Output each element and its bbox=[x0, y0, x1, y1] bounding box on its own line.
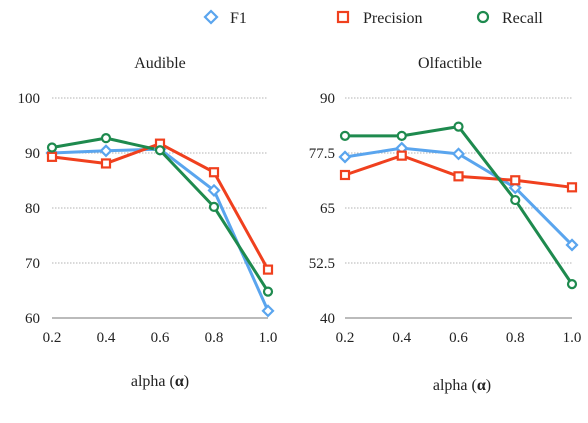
x-axis-label-paren-open: ( bbox=[468, 377, 477, 394]
data-point-f1 bbox=[565, 238, 579, 252]
y-tick-label: 90 bbox=[320, 91, 335, 107]
y-tick-label: 90 bbox=[25, 146, 40, 162]
data-point-precision bbox=[396, 150, 407, 161]
panel-title: Audible bbox=[134, 55, 186, 72]
legend-label: Precision bbox=[363, 10, 423, 27]
x-tick-label: 1.0 bbox=[563, 330, 582, 346]
data-point-f1 bbox=[338, 150, 352, 164]
data-point-f1 bbox=[99, 144, 113, 158]
data-point-f1 bbox=[207, 183, 221, 197]
data-point-precision bbox=[453, 171, 464, 182]
x-tick-label: 0.2 bbox=[43, 330, 62, 346]
x-axis-label-paren-close: ) bbox=[184, 373, 189, 390]
data-point-recall bbox=[453, 121, 464, 132]
x-axis-label: alpha (α) bbox=[131, 373, 189, 390]
data-point-recall bbox=[510, 194, 521, 206]
data-point-recall bbox=[339, 130, 351, 141]
y-tick-label: 60 bbox=[25, 311, 40, 327]
panel-title: Olfactible bbox=[418, 55, 482, 72]
data-point-precision bbox=[100, 158, 112, 169]
y-tick-label: 70 bbox=[25, 256, 40, 272]
y-tick-label: 80 bbox=[25, 201, 40, 217]
data-point-recall bbox=[154, 145, 166, 156]
legend-circle-icon bbox=[476, 10, 490, 24]
series-line-f1 bbox=[51, 147, 270, 312]
series-line-precision bbox=[51, 142, 270, 271]
chart-panel-audible: Audible 60 70 80 90 100 0.2 0.4 0.6 0.8 1.0 alpha (… bbox=[18, 55, 278, 390]
legend-label: F1 bbox=[230, 10, 247, 27]
x-axis-label-text: alpha bbox=[131, 373, 166, 390]
data-point-precision bbox=[262, 264, 274, 275]
data-point-recall bbox=[396, 130, 407, 141]
data-point-recall bbox=[262, 286, 274, 297]
data-point-f1 bbox=[261, 304, 275, 318]
x-tick-label: 1.0 bbox=[259, 330, 278, 346]
y-tick-label: 100 bbox=[18, 91, 41, 107]
data-point-recall bbox=[566, 279, 578, 290]
x-axis-label-paren-open: ( bbox=[166, 373, 175, 390]
y-tick-label: 40 bbox=[320, 311, 335, 327]
x-tick-label: 0.4 bbox=[392, 330, 411, 346]
data-point-f1 bbox=[451, 147, 466, 161]
y-tick-label: 65 bbox=[320, 201, 335, 217]
legend-square-icon bbox=[336, 10, 350, 24]
data-point-precision bbox=[566, 182, 578, 193]
x-tick-label: 0.8 bbox=[205, 330, 224, 346]
y-tick-label: 52.5 bbox=[309, 256, 335, 272]
x-axis-label: alpha (α) bbox=[433, 377, 491, 394]
data-point-recall bbox=[46, 142, 58, 153]
x-axis-label-paren-close: ) bbox=[486, 377, 491, 394]
data-point-recall bbox=[100, 133, 112, 144]
chart-panel-olfactible: Olfactible 40 52.5 65 77.5 90 0.2 0.4 0.6 0.8 1.0 a… bbox=[309, 55, 582, 394]
x-tick-label: 0.6 bbox=[449, 330, 468, 346]
x-axis-label-text: alpha bbox=[433, 377, 468, 394]
x-tick-label: 0.8 bbox=[506, 330, 525, 346]
legend-diamond-icon bbox=[203, 9, 219, 25]
data-point-precision bbox=[339, 169, 351, 181]
x-tick-label: 0.4 bbox=[97, 330, 116, 346]
x-axis-label-symbol: α bbox=[175, 373, 184, 390]
data-point-precision bbox=[208, 167, 220, 178]
y-tick-label: 77.5 bbox=[309, 146, 335, 162]
legend: F1 Precision Recall bbox=[203, 9, 543, 27]
x-tick-label: 0.6 bbox=[151, 330, 170, 346]
data-point-precision bbox=[510, 175, 521, 186]
x-axis-label-symbol: α bbox=[477, 377, 486, 394]
data-point-recall bbox=[208, 201, 220, 212]
legend-label: Recall bbox=[502, 10, 543, 27]
x-tick-label: 0.2 bbox=[336, 330, 355, 346]
data-point-precision bbox=[46, 151, 58, 162]
